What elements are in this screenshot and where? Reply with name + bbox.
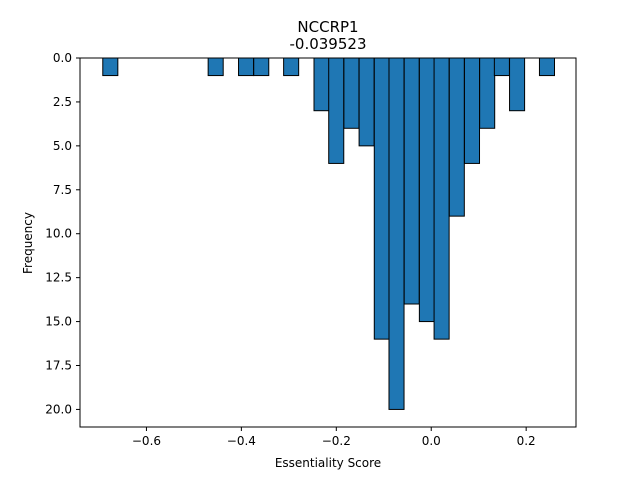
y-tick-label: 12.5 [45,271,72,285]
chart-subtitle: -0.039523 [290,35,367,53]
y-tick-label: 7.5 [53,183,72,197]
x-tick-label: −0.4 [227,434,256,448]
histogram-bar [343,57,360,129]
x-tick-label: 0.2 [517,434,536,448]
histogram-bar [448,57,465,217]
histogram-bar [493,57,510,77]
histogram-bar [403,57,420,305]
histogram-bar [313,57,330,112]
chart-title: NCCRP1 [297,18,358,36]
histogram-bar [509,57,526,112]
plot-frame [79,57,577,428]
x-tick-label: −0.6 [132,434,161,448]
histogram-bar [388,57,405,410]
histogram-bar [463,57,481,164]
histogram-bar [433,57,450,340]
histogram-bar [373,57,390,340]
histogram-bar [283,57,300,77]
histogram-bar [538,57,556,77]
y-axis-label: Frequency [21,212,35,274]
histogram-bar [102,57,119,77]
y-tick-label: 5.0 [53,139,72,153]
histogram-bar [238,57,255,77]
y-tick-label: 17.5 [45,359,72,373]
histogram-bar [358,57,375,147]
x-axis-ticks: −0.6 −0.4 −0.2 0.0 0.2 [132,427,536,448]
y-tick-label: 0.0 [53,51,72,65]
histogram-bar [253,57,270,77]
histogram-bar [418,57,435,323]
y-axis-ticks: 0.0 2.5 5.0 7.5 10.0 12.5 15.0 17.5 20.0 [45,51,80,416]
y-tick-label: 2.5 [53,95,72,109]
histogram-bar [479,57,496,129]
histogram-bar [207,57,224,77]
bars-group [102,57,556,410]
histogram-bar [328,57,345,164]
x-tick-label: 0.0 [422,434,441,448]
y-tick-label: 10.0 [45,227,72,241]
y-tick-label: 15.0 [45,315,72,329]
x-axis-label: Essentiality Score [275,456,381,470]
x-tick-label: −0.2 [322,434,351,448]
y-tick-label: 20.0 [45,402,72,416]
